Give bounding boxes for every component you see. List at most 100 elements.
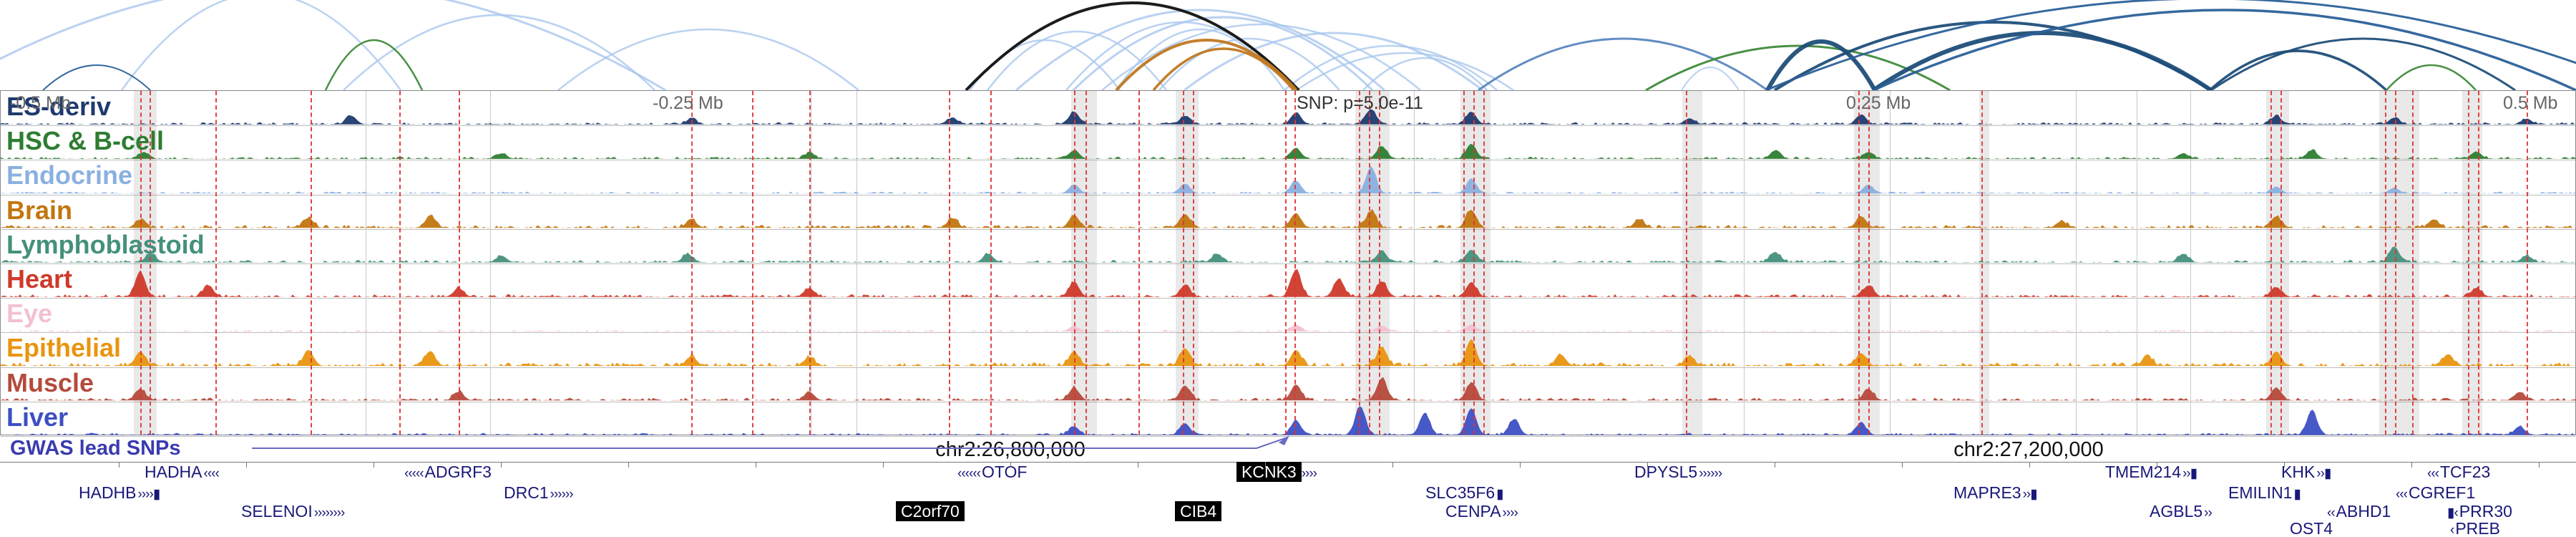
interaction-arc xyxy=(557,28,859,90)
signal-track-eye xyxy=(1,324,2576,332)
gene-strand-arrows: ‹‹‹‹ xyxy=(203,466,220,481)
axis-tick xyxy=(883,462,884,468)
snp-dashed-line xyxy=(1686,91,1687,435)
gene-name-label: ADGRF3 xyxy=(424,463,492,481)
gene-strand-arrows: ‹‹‹‹‹‹ xyxy=(957,466,981,481)
track-label-eye: Eye xyxy=(6,299,53,329)
snp-dashed-line xyxy=(1183,91,1184,435)
gene-hadha: HADHA ‹‹‹‹ xyxy=(143,464,220,481)
snp-dashed-line xyxy=(1359,91,1360,435)
gene-emilin1: EMILIN1 ▮ xyxy=(2227,483,2301,502)
axis-tick xyxy=(2029,462,2030,468)
gene-strand-arrows: ›››››› xyxy=(1699,466,1722,481)
axis-tick xyxy=(1010,462,1011,468)
track-label-es-deriv: ES-deriv xyxy=(6,92,112,121)
interaction-arc xyxy=(1115,39,1298,90)
interaction-arcs xyxy=(0,0,2576,90)
interaction-arc xyxy=(324,39,424,90)
gene-strand-arrows: ›››››› xyxy=(550,487,574,502)
interaction-arc xyxy=(965,1,1300,90)
snp-dashed-line xyxy=(1858,91,1860,435)
signal-track-brain xyxy=(1,208,2576,228)
scale-label-0-5mb: 0.5 Mb xyxy=(2503,93,2558,113)
interaction-arc xyxy=(42,64,151,90)
gene-strand-arrows: ‹‹‹‹‹ xyxy=(404,466,424,481)
gene-name-label: OTOF xyxy=(981,463,1028,481)
gene-slc35f6: SLC35F6 ▮ xyxy=(1424,485,1504,502)
gene-khk: KHK ››▮ xyxy=(2280,463,2331,481)
snp-pvalue-label: SNP: p=5.0e-11 xyxy=(1297,93,1423,113)
gene-strand-arrows: ››▮ xyxy=(2182,466,2197,481)
axis-tick xyxy=(1647,462,1648,468)
gene-name-label: TMEM214 xyxy=(2105,463,2182,481)
highlight-band xyxy=(1682,91,1702,435)
gene-selenoi: SELENOI ›››››››› xyxy=(240,502,346,521)
axis-tick-label-right: chr2:27,200,000 xyxy=(1953,438,2104,461)
gene-name-label: HADHB xyxy=(79,483,137,502)
snp-dashed-line xyxy=(1379,91,1380,435)
gwas-pointer-arrowhead xyxy=(1279,435,1289,445)
axis-tick xyxy=(246,462,247,468)
track-row xyxy=(1,332,2575,368)
gray-gridline xyxy=(2076,91,2077,435)
signal-track-endocrine xyxy=(1,166,2576,194)
gene-prr30: ▮‹PRR30 xyxy=(2447,502,2514,521)
gene-name-label: TCF23 xyxy=(2439,463,2491,481)
track-row xyxy=(1,125,2575,161)
snp-dashed-line xyxy=(2527,91,2528,435)
snp-dashed-line xyxy=(2395,91,2396,435)
track-label-lymphoblastoid: Lymphoblastoid xyxy=(6,229,205,259)
gene-strand-arrows: ›››››››› xyxy=(313,505,346,521)
axis-tick xyxy=(501,462,502,468)
track-label-endocrine: Endocrine xyxy=(6,160,133,190)
track-label-muscle: Muscle xyxy=(6,367,94,397)
gwas-lead-snps-label: GWAS lead SNPs xyxy=(10,437,181,460)
highlight-band xyxy=(1071,91,1097,435)
axis-tick xyxy=(1520,462,1521,468)
gray-gridline xyxy=(1414,91,1415,435)
track-label-brain: Brain xyxy=(6,195,73,225)
gene-cgref1: ‹‹‹CGREF1 xyxy=(2396,483,2477,502)
snp-dashed-line xyxy=(691,91,693,435)
interaction-arc xyxy=(1872,31,2212,90)
signal-tracks-region[interactable]: ES-deriv HSC & B-cell Endocrine Brain Lympho… xyxy=(0,90,2576,437)
gene-strand-arrows: ▮ xyxy=(2293,487,2301,502)
signal-track-hsc-b-cell xyxy=(1,143,2576,159)
gene-tcf23: ‹‹‹TCF23 xyxy=(2427,463,2492,481)
gene-strand-arrows: ‹ xyxy=(2450,523,2454,537)
snp-dashed-line xyxy=(1074,91,1075,435)
snp-dashed-line xyxy=(2468,91,2469,435)
highlight-band xyxy=(134,91,157,435)
axis-tick-label-left: chr2:26,800,000 xyxy=(935,438,1085,461)
interaction-arc xyxy=(1072,16,1374,90)
axis-tick xyxy=(1392,462,1393,468)
gene-adgrf3: ‹‹‹‹‹ADGRF3 xyxy=(404,463,493,481)
gray-gridline xyxy=(1744,91,1745,435)
gene-name-label: KHK xyxy=(2281,463,2316,481)
gene-cenpa: CENPA ›››› xyxy=(1444,503,1518,521)
gene-strand-arrows: ‹‹‹ xyxy=(2396,487,2408,502)
track-label-heart: Heart xyxy=(6,264,73,294)
snp-dashed-line xyxy=(1285,91,1287,435)
track-row xyxy=(1,160,2575,195)
gene-name-label: MAPRE3 xyxy=(1953,483,2021,502)
interaction-arc xyxy=(1158,37,1340,90)
gene-name-label: EMILIN1 xyxy=(2228,483,2293,502)
gene-name-label: SELENOI xyxy=(241,502,313,521)
scale-label-minus-0-25mb: -0.25 Mb xyxy=(653,93,723,113)
gray-gridline xyxy=(2190,91,2191,435)
gray-gridline xyxy=(490,91,491,435)
gene-name-label: CGREF1 xyxy=(2408,483,2476,502)
snp-dashed-line xyxy=(1369,91,1370,435)
gene-strand-arrows: ›››› xyxy=(1301,466,1317,481)
gene-name-label: PRR30 xyxy=(2459,502,2512,521)
snp-dashed-line xyxy=(752,91,753,435)
axis-tick xyxy=(2539,462,2540,468)
signal-track-lymphoblastoid xyxy=(1,246,2576,263)
gene-hadhb: HADHB ››››▮ xyxy=(77,483,160,502)
gene-tmem214: TMEM214 ››▮ xyxy=(2104,463,2197,481)
snp-dashed-line xyxy=(1138,91,1140,435)
snp-dashed-line xyxy=(990,91,992,435)
snp-dashed-line xyxy=(809,91,811,435)
